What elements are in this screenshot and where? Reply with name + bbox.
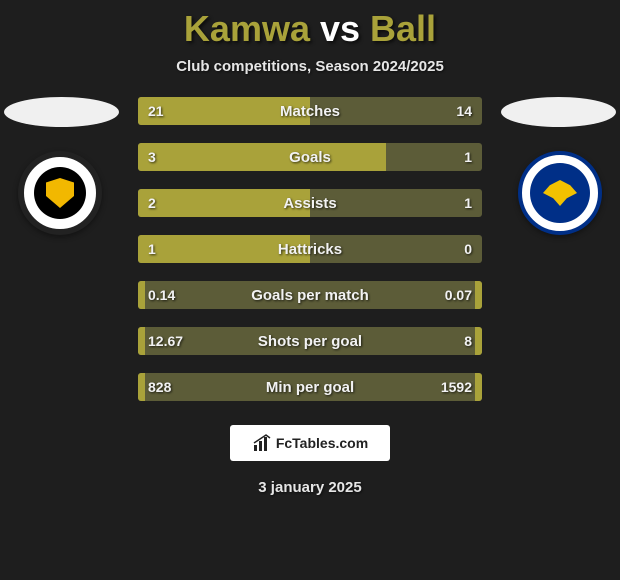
date-label: 3 january 2025 <box>258 479 361 496</box>
stat-value-right: 14 <box>456 103 472 119</box>
stat-bars: 21 Matches 14 3 Goals 1 2 Assists 1 1 Hattricks 0 0.… <box>138 97 482 401</box>
stat-bar-row: 12.67 Shots per goal 8 <box>138 327 482 355</box>
page-title: Kamwa vs Ball <box>184 8 436 50</box>
stat-label: Min per goal <box>266 379 354 396</box>
newport-county-badge-icon <box>18 151 102 235</box>
stat-value-left: 3 <box>148 149 156 165</box>
stat-label: Goals per match <box>251 287 369 304</box>
stat-bar-row: 21 Matches 14 <box>138 97 482 125</box>
club-badge-left <box>18 151 102 235</box>
stats-area: 21 Matches 14 3 Goals 1 2 Assists 1 1 Hattricks 0 0.… <box>0 97 620 401</box>
stat-value-right: 1592 <box>441 379 472 395</box>
title-player-left: Kamwa <box>184 8 310 49</box>
ellipse-decoration-right <box>501 97 616 127</box>
stat-bar-row: 2 Assists 1 <box>138 189 482 217</box>
subtitle: Club competitions, Season 2024/2025 <box>176 58 444 75</box>
stat-label: Goals <box>289 149 331 166</box>
stat-bar-fill-left <box>138 327 145 355</box>
stat-value-left: 828 <box>148 379 171 395</box>
stat-bar-row: 828 Min per goal 1592 <box>138 373 482 401</box>
stat-value-right: 0 <box>464 241 472 257</box>
stat-bar-row: 0.14 Goals per match 0.07 <box>138 281 482 309</box>
stat-value-left: 21 <box>148 103 164 119</box>
stat-value-left: 12.67 <box>148 333 183 349</box>
stat-bar-fill-right <box>475 281 482 309</box>
stat-bar-fill-left <box>138 143 386 171</box>
stat-label: Shots per goal <box>258 333 362 350</box>
stat-label: Matches <box>280 103 340 120</box>
stat-bar-fill-right <box>475 327 482 355</box>
club-badge-right <box>518 151 602 235</box>
fctables-logo-text: FcTables.com <box>276 435 368 451</box>
stat-label: Assists <box>283 195 336 212</box>
stat-label: Hattricks <box>278 241 342 258</box>
afc-wimbledon-badge-icon <box>518 151 602 235</box>
comparison-infographic: Kamwa vs Ball Club competitions, Season … <box>0 0 620 580</box>
stat-value-left: 0.14 <box>148 287 175 303</box>
stat-value-right: 0.07 <box>445 287 472 303</box>
stat-value-right: 8 <box>464 333 472 349</box>
title-player-right: Ball <box>370 8 436 49</box>
stat-bar-row: 3 Goals 1 <box>138 143 482 171</box>
ellipse-decoration-left <box>4 97 119 127</box>
fctables-logo: FcTables.com <box>230 425 390 461</box>
stat-bar-fill-right <box>475 373 482 401</box>
stat-bar-fill-left <box>138 373 145 401</box>
stat-value-right: 1 <box>464 195 472 211</box>
stat-value-right: 1 <box>464 149 472 165</box>
stat-value-left: 2 <box>148 195 156 211</box>
title-vs: vs <box>310 8 370 49</box>
chart-icon <box>252 433 272 453</box>
stat-value-left: 1 <box>148 241 156 257</box>
stat-bar-row: 1 Hattricks 0 <box>138 235 482 263</box>
stat-bar-fill-left <box>138 281 145 309</box>
